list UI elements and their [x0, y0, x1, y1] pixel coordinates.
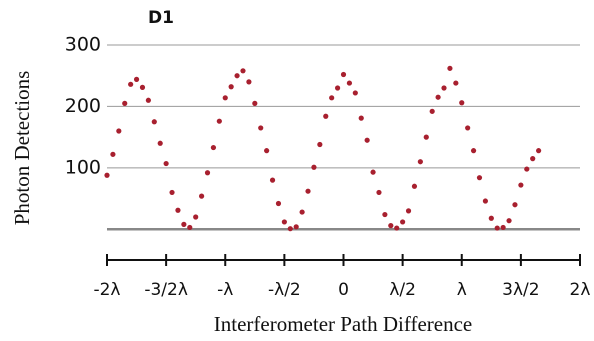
data-point [340, 71, 347, 78]
data-point [500, 224, 506, 231]
x-tick-label: -3/2λ [144, 280, 188, 300]
data-point [187, 224, 193, 231]
data-point [323, 113, 329, 119]
data-point [494, 225, 500, 231]
data-point [210, 144, 217, 151]
data-point [305, 188, 311, 194]
data-point [281, 219, 287, 225]
data-point [169, 189, 175, 196]
x-tick-label: -λ/2 [268, 280, 301, 300]
data-point [110, 151, 116, 157]
data-point [388, 223, 394, 229]
data-point [145, 97, 151, 103]
data-point [329, 95, 335, 101]
data-point [536, 148, 542, 154]
data-point [405, 208, 412, 214]
data-point [122, 100, 128, 106]
data-point [252, 100, 258, 106]
data-point [133, 76, 140, 82]
data-point [104, 172, 110, 178]
data-point [128, 81, 134, 87]
data-point [394, 225, 400, 231]
data-point [470, 148, 477, 154]
data-point [429, 108, 435, 114]
x-tick-label: 2λ [570, 280, 591, 300]
data-point [264, 148, 270, 154]
x-tick-label: -2λ [93, 280, 120, 300]
data-point [400, 219, 406, 225]
data-point [157, 140, 163, 146]
data-point [352, 90, 358, 96]
data-point [234, 73, 240, 79]
data-point [370, 169, 376, 175]
data-point [116, 128, 122, 134]
y-tick-label: 100 [65, 156, 101, 178]
y-tick-label: 200 [65, 95, 101, 117]
data-point [222, 95, 228, 101]
data-point [181, 221, 187, 227]
data-point [193, 214, 199, 220]
data-point [317, 141, 323, 148]
data-point [465, 125, 471, 131]
x-axis-label: Interferometer Path Difference [214, 312, 472, 336]
data-point [258, 125, 264, 131]
data-point [376, 189, 382, 196]
data-point [441, 85, 447, 91]
data-point [334, 85, 341, 91]
data-point [364, 137, 370, 143]
data-point [216, 118, 222, 124]
data-point [435, 94, 441, 100]
data-point [311, 164, 317, 170]
x-tick-label: 3λ/2 [502, 280, 539, 300]
data-point [269, 177, 276, 183]
data-point [299, 209, 305, 215]
data-point [151, 119, 157, 125]
data-point [423, 134, 429, 140]
data-point [228, 84, 234, 90]
data-point [287, 226, 293, 232]
data-point [488, 215, 494, 221]
data-point [246, 79, 252, 85]
data-point [447, 65, 453, 71]
data-point [417, 159, 423, 165]
data-point [512, 202, 518, 208]
x-tick-label: λ [457, 280, 467, 300]
data-point [163, 160, 169, 167]
data-point [518, 182, 524, 188]
y-axis-label: Photon Detections [10, 71, 34, 226]
data-point [530, 156, 536, 162]
data-point [382, 211, 388, 218]
x-tick-label: λ/2 [389, 280, 416, 300]
y-tick-label: 300 [65, 34, 101, 56]
data-point [139, 84, 146, 90]
data-point [199, 193, 205, 199]
data-point [476, 175, 483, 181]
data-point [240, 68, 246, 74]
data-point [293, 224, 299, 230]
data-point [482, 198, 488, 204]
data-point [524, 166, 530, 172]
data-point [346, 80, 353, 86]
data-point [411, 183, 418, 189]
x-tick-label: 0 [338, 280, 349, 300]
x-tick-label: -λ [217, 280, 233, 300]
data-point [204, 170, 211, 176]
data-point [459, 100, 465, 106]
data-point [453, 80, 459, 86]
chart-title: D1 [148, 8, 174, 28]
data-point [506, 218, 512, 224]
data-point [175, 207, 181, 213]
data-point [358, 115, 364, 121]
data-point [275, 200, 282, 207]
